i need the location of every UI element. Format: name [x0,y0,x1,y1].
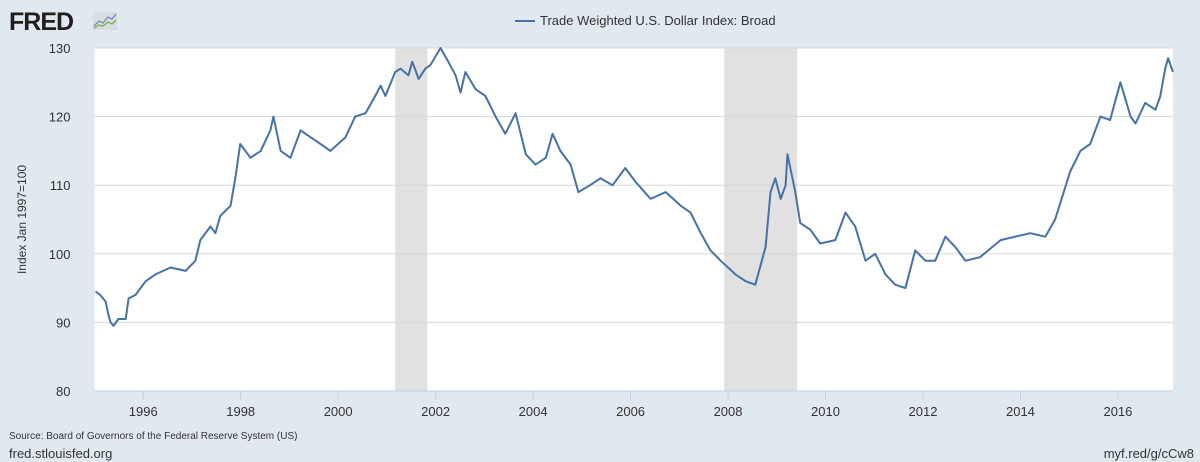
x-tick-label: 2002 [421,404,450,419]
plot-area [94,48,1173,391]
y-tick-label: 120 [49,110,71,125]
y-tick-label: 130 [49,41,71,56]
y-tick-label: 110 [50,178,71,193]
x-tick-label: 2014 [1006,404,1035,419]
legend-label: Trade Weighted U.S. Dollar Index: Broad [540,13,776,28]
x-tick-label: 2012 [909,404,938,419]
chart-legend[interactable]: Trade Weighted U.S. Dollar Index: Broad [515,13,776,28]
short-url-link[interactable]: myf.red/g/cCw8 [1103,446,1194,461]
site-link[interactable]: fred.stlouisfed.org [9,446,113,461]
x-tick-label: 2006 [616,404,645,419]
y-tick-label: 100 [49,247,71,262]
recession-band [395,48,428,391]
y-axis-label: Index Jan 1997=100 [15,165,29,274]
x-tick-label: 2016 [1103,404,1132,419]
line-chart-icon [93,12,117,30]
recession-band [724,48,798,391]
y-tick-label: 90 [56,315,70,330]
x-tick-label: 2004 [519,404,548,419]
y-tick-label: 80 [56,384,70,399]
x-tick-label: 2008 [714,404,743,419]
series-line [94,47,1174,327]
fred-logo[interactable]: FRED [9,8,74,36]
source-note: Source: Board of Governors of the Federa… [9,431,298,442]
x-tick-label: 2010 [811,404,840,419]
legend-swatch [515,19,535,22]
x-tick-label: 1996 [129,404,158,419]
x-tick-label: 1998 [226,404,255,419]
x-tick-label: 2000 [324,404,353,419]
